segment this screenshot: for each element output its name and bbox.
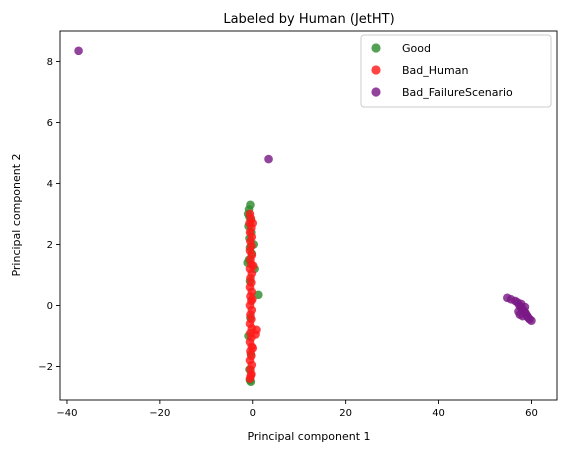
legend-marker — [371, 43, 381, 53]
data-point — [248, 261, 258, 271]
plot-frame — [59, 30, 558, 401]
chart-title: Labeled by Human (JetHT) — [223, 12, 394, 27]
data-point — [248, 295, 257, 304]
data-point — [248, 218, 258, 228]
legend-label: Good — [402, 42, 431, 55]
x-axis-label: Principal component 1 — [247, 430, 370, 443]
data-point — [248, 343, 258, 353]
y-tick-label: 6 — [47, 118, 53, 129]
data-point — [264, 154, 273, 164]
data-point — [246, 371, 256, 380]
series-bad-human — [245, 209, 261, 383]
y-axis-ticks: −2 0 2 4 6 8 — [38, 57, 60, 373]
legend-label: Bad_FailureScenario — [402, 86, 513, 99]
data-point — [254, 290, 263, 300]
legend-label: Bad_Human — [402, 64, 468, 77]
legend-marker — [371, 87, 381, 97]
x-tick-label: 20 — [339, 408, 352, 419]
y-tick-label: 2 — [47, 240, 53, 251]
data-point — [527, 316, 536, 326]
x-tick-label: −40 — [56, 408, 77, 419]
x-tick-label: −20 — [149, 408, 170, 419]
y-tick-label: 4 — [47, 179, 53, 190]
data-point — [74, 46, 83, 56]
x-tick-label: 0 — [250, 408, 256, 419]
data-point — [518, 311, 527, 321]
series-bad-failurescenario — [74, 46, 536, 326]
legend-box — [360, 34, 552, 108]
y-tick-label: −2 — [38, 362, 53, 373]
y-axis-label: Principal component 2 — [10, 153, 23, 276]
legend: Good Bad_Human Bad_FailureScenario — [360, 34, 552, 108]
y-tick-label: 0 — [47, 301, 53, 312]
data-point — [520, 302, 530, 312]
x-tick-label: 40 — [432, 408, 445, 419]
plot-points — [74, 46, 536, 387]
x-axis-ticks: −40 −20 0 20 40 60 — [56, 400, 538, 419]
legend-marker — [371, 65, 381, 75]
y-tick-label: 8 — [47, 57, 53, 68]
x-tick-label: 60 — [525, 408, 538, 419]
